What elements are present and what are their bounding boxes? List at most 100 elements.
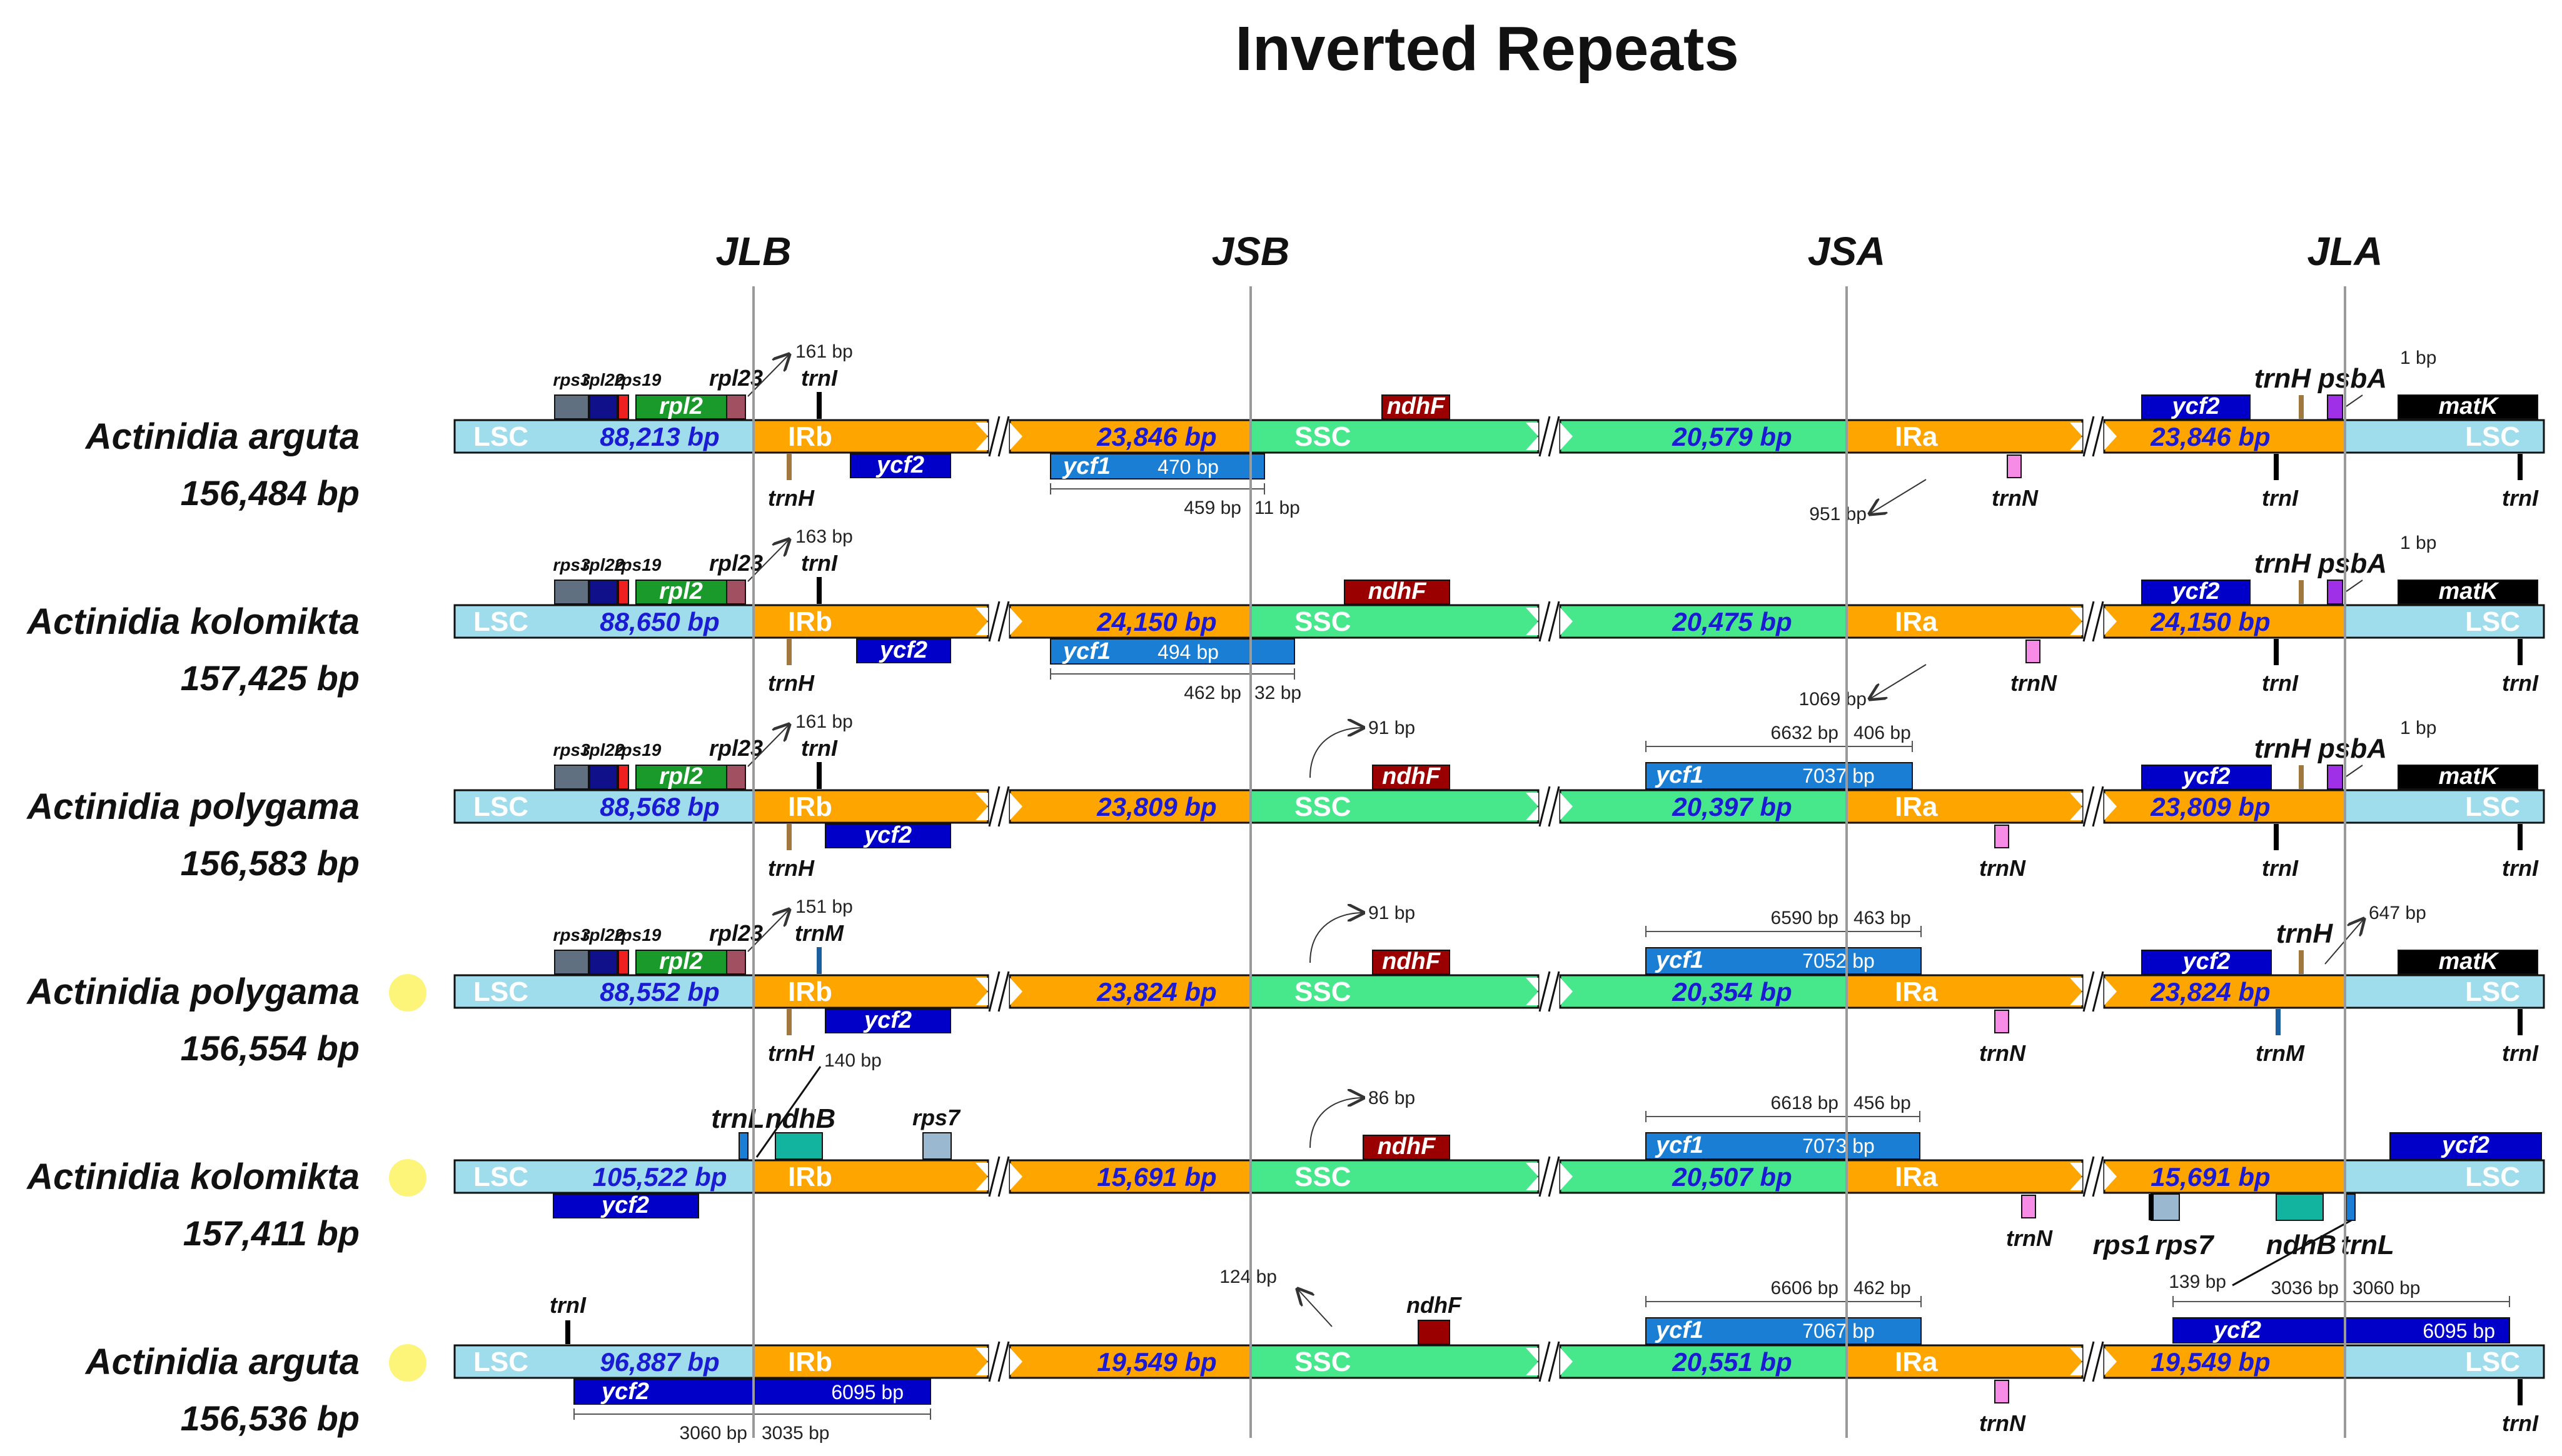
jla-bp: 139 bp (2169, 1272, 2226, 1292)
lsc-length: 88,568 bp (600, 792, 719, 821)
ira-segment (1845, 789, 2084, 824)
break-mark (1538, 971, 1551, 1012)
psbA-label: psbA (2317, 733, 2387, 764)
rps3-label: rps3 (553, 740, 590, 760)
break-mark (1538, 416, 1551, 457)
rpl22-gene (589, 765, 618, 790)
matK-label: matK (2438, 393, 2499, 419)
ndhF-label: ndhF (1387, 393, 1446, 419)
chevron-arrow (2070, 978, 2082, 992)
rpl2-label: rpl2 (659, 948, 703, 975)
break-mark (988, 416, 1001, 457)
trnI-label-end: trnI (2502, 1410, 2539, 1436)
irb-segment-right (1009, 1344, 1252, 1379)
break-mark (1548, 786, 1560, 827)
chevron-arrow (2070, 436, 2082, 450)
psbA-gene (2327, 394, 2343, 419)
break-mark (997, 971, 1010, 1012)
chevron-arrow (976, 621, 988, 635)
ycf1-label: ycf1 (1655, 947, 1703, 973)
chevron-arrow (2070, 1177, 2082, 1190)
jlb-trna-label: trnM (795, 920, 844, 946)
chevron-arrow (976, 436, 988, 450)
rps19-gene (618, 580, 629, 605)
ndhF-bp: 91 bp (1368, 903, 1415, 923)
chevron-arrow (1526, 1177, 1538, 1190)
ndhB-gene-ira (2276, 1193, 2324, 1221)
species-name: Actinidia arguta (84, 1342, 360, 1382)
irb-label: IRb (788, 1347, 832, 1377)
break-mark (2092, 971, 2104, 1012)
row-1: Actinidia arguta 156,484 bp LSC IRb SSC IRa LS… (84, 341, 2545, 525)
break-mark (1548, 416, 1560, 457)
genome-length: 156,536 bp (181, 1398, 360, 1438)
jsa-right-bp: 462 bp (1853, 1278, 1911, 1298)
irb-length: 24,150 bp (1096, 607, 1216, 636)
lsc-segment-right (2344, 974, 2545, 1009)
ycf2-gene-ira (2141, 394, 2251, 419)
rps3-gene (554, 580, 589, 605)
chevron-arrow (2070, 608, 2082, 621)
ndhF-gene (1372, 950, 1450, 975)
chevron-arrow (976, 423, 988, 436)
lsc-segment (453, 1344, 755, 1379)
ssc-segment (1249, 1344, 1540, 1379)
ndhF-arrow (1309, 728, 1363, 778)
jla-leader (2346, 765, 2363, 777)
ira-length: 23,846 bp (2150, 422, 2270, 451)
rps3-gene (554, 765, 589, 790)
irb-segment-right (1009, 419, 1252, 454)
ycf2-label-irb: ycf2 (863, 822, 912, 848)
ssc-label: SSC (1294, 1347, 1351, 1377)
chevron-arrow (1526, 806, 1538, 820)
trnN-gene (2007, 454, 2022, 478)
chevron-arrow (2070, 806, 2082, 820)
lsc-length: 96,887 bp (600, 1347, 719, 1377)
ssc-length: 20,475 bp (1672, 607, 1792, 636)
chevron-arrow (1526, 1362, 1538, 1375)
ssc-length: 20,551 bp (1672, 1347, 1792, 1377)
trnN-label: trnN (1979, 1410, 2026, 1436)
species-name: Actinidia kolomikta (26, 1157, 360, 1197)
lsc-segment (453, 604, 755, 639)
ycf2-gene-irb (825, 1008, 951, 1033)
trnI-label-end: trnI (2502, 855, 2539, 881)
rpl23-gene (726, 765, 746, 790)
trnI-label-ira: trnI (2262, 485, 2299, 511)
ycf1-gene (1645, 1317, 1922, 1345)
break-mark (988, 1341, 1001, 1382)
irb-segment (752, 974, 989, 1009)
lsc-segment (453, 974, 755, 1009)
chevron-arrow (1526, 1348, 1538, 1362)
ndhF-arrow (1309, 1098, 1363, 1148)
trnH-label-ira: trnH (2276, 918, 2334, 949)
rps19-label: rps19 (615, 370, 662, 389)
break-mark (997, 416, 1010, 457)
trnI-label-end: trnI (2502, 1040, 2539, 1066)
rps3-gene (554, 394, 589, 419)
trnH-label-ira: trnH (2254, 733, 2312, 764)
jlb-bp: 140 bp (824, 1050, 882, 1071)
rpl22-label: rpl22 (583, 370, 625, 389)
row-2: Actinidia kolomikta 157,425 bp LSC IRb SSC IR… (26, 526, 2545, 710)
ycf2-label-irb: ycf2 (875, 452, 924, 478)
chevron-arrow (1560, 978, 1573, 1005)
rps7-label-ira: rps7 (2156, 1230, 2215, 1260)
species-name: Actinidia polygama (26, 972, 360, 1012)
rps3-label: rps3 (553, 925, 590, 945)
break-mark (997, 601, 1010, 642)
ycf2-gene-irb (825, 823, 951, 848)
ycf1-label: ycf1 (1655, 1132, 1703, 1158)
jsa-left-bp: 6590 bp (1771, 908, 1838, 928)
rpl22-gene (589, 394, 618, 419)
rps3-label: rps3 (553, 370, 590, 389)
rpl22-label: rpl22 (583, 925, 625, 945)
break-mark (2092, 786, 2104, 827)
ira-length: 24,150 bp (2150, 607, 2270, 636)
lsc-length: 88,650 bp (600, 607, 719, 636)
break-mark (997, 1341, 1010, 1382)
ndhF-gene (1344, 580, 1450, 605)
marker-dot (389, 974, 426, 1012)
break-mark (2082, 601, 2095, 642)
